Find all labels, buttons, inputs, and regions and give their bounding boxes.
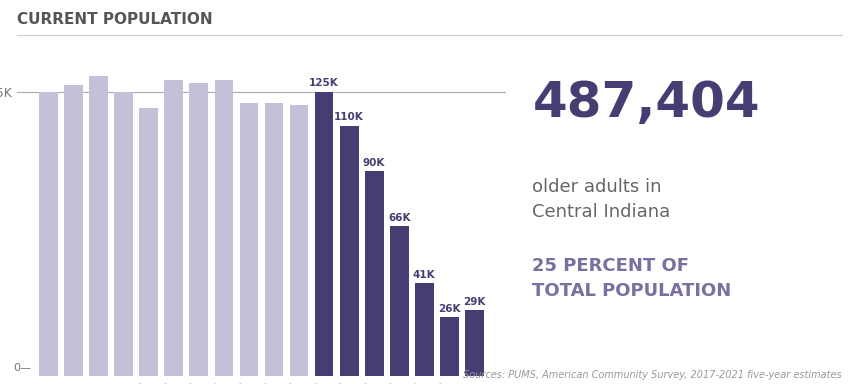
Bar <box>290 105 309 376</box>
Text: CURRENT POPULATION: CURRENT POPULATION <box>17 12 212 26</box>
Bar <box>214 80 233 376</box>
Text: 0—: 0— <box>13 363 31 373</box>
Text: 487,404: 487,404 <box>532 79 760 127</box>
Text: 90K: 90K <box>363 158 385 168</box>
Bar <box>340 126 359 376</box>
Bar <box>240 103 258 376</box>
Text: 125K: 125K <box>309 78 339 88</box>
Bar <box>115 92 133 376</box>
Text: 41K: 41K <box>413 270 435 280</box>
Bar <box>314 92 333 376</box>
Bar <box>139 108 158 376</box>
Text: 26K: 26K <box>438 304 461 314</box>
Bar <box>39 92 58 376</box>
Bar <box>390 226 409 376</box>
Bar <box>415 283 434 376</box>
Text: 66K: 66K <box>388 213 411 223</box>
Bar <box>264 103 283 376</box>
Bar <box>164 80 184 376</box>
Text: 25 PERCENT OF
TOTAL POPULATION: 25 PERCENT OF TOTAL POPULATION <box>532 257 732 300</box>
Text: Sources: PUMS, American Community Survey, 2017-2021 five-year estimates: Sources: PUMS, American Community Survey… <box>463 370 842 380</box>
Bar <box>365 171 383 376</box>
Text: older adults in
Central Indiana: older adults in Central Indiana <box>532 178 671 221</box>
Bar <box>89 76 108 376</box>
Bar <box>65 85 83 376</box>
Bar <box>440 317 459 376</box>
Text: 29K: 29K <box>463 297 485 307</box>
Text: 110K: 110K <box>334 113 364 122</box>
Bar <box>190 83 208 376</box>
Bar <box>465 310 484 376</box>
